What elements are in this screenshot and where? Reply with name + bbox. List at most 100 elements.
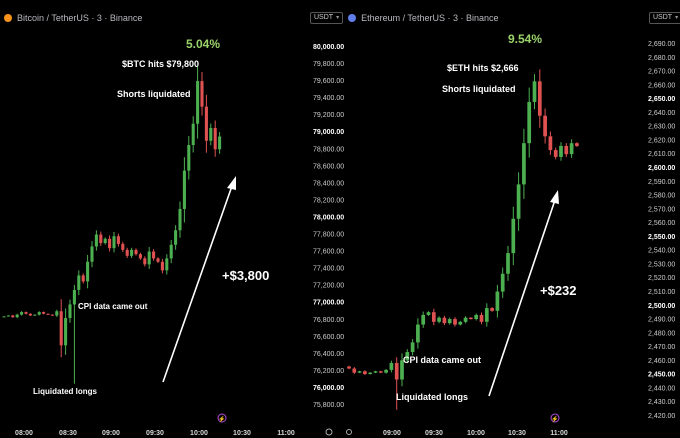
eth-price-label: 2,610.00 bbox=[648, 151, 675, 158]
eth-candle bbox=[527, 101, 532, 144]
currency-selector[interactable]: USDT ▾ bbox=[310, 12, 344, 24]
btc-price-label: 78,000.00 bbox=[313, 214, 344, 221]
eth-candle bbox=[506, 253, 510, 274]
eth-price-label: 2,690.00 bbox=[648, 41, 675, 48]
eth-candle bbox=[357, 371, 362, 373]
eth-peak-annotation: $ETH hits $2,666 bbox=[447, 63, 519, 73]
btc-chart[interactable]: 5.04% $BTC hits $79,800 Shorts liquidated +… bbox=[0, 0, 300, 438]
eth-price-label: 2,650.00 bbox=[648, 96, 675, 103]
btc-price-label: 78,200.00 bbox=[313, 197, 344, 204]
eth-candle bbox=[373, 371, 378, 373]
btc-candle bbox=[68, 304, 72, 319]
eth-candle bbox=[426, 312, 431, 315]
btc-candle bbox=[218, 136, 222, 150]
btc-candle bbox=[20, 312, 24, 315]
btc-candle bbox=[99, 234, 103, 244]
btc-candle bbox=[174, 230, 178, 245]
btc-candle bbox=[125, 249, 129, 256]
eth-price-label: 2,570.00 bbox=[648, 206, 675, 213]
eth-longs-annotation: Liquidated longs bbox=[396, 392, 468, 402]
eth-price-label: 2,560.00 bbox=[648, 220, 675, 227]
btc-price-label: 76,600.00 bbox=[313, 334, 344, 341]
btc-candle bbox=[11, 315, 15, 318]
btc-x-tick: 10:30 bbox=[233, 430, 251, 437]
eth-price-label: 2,540.00 bbox=[648, 248, 675, 255]
eth-chart-panel[interactable]: 80,000.00 79,800.00 79,600.00 79,400.00 79,2… bbox=[306, 0, 680, 438]
eth-candle bbox=[431, 312, 436, 322]
btc-x-tick: 09:00 bbox=[102, 430, 120, 437]
ethereum-icon bbox=[348, 14, 357, 22]
btc-candle bbox=[55, 311, 59, 316]
btc-price-label: 79,000.00 bbox=[313, 129, 344, 136]
lightning-icon bbox=[550, 413, 560, 423]
btc-price-label: 76,000.00 bbox=[313, 385, 344, 392]
btc-candle bbox=[169, 244, 173, 259]
btc-x-tick: 10:00 bbox=[190, 430, 208, 437]
btc-x-tick: 09:30 bbox=[146, 430, 164, 437]
btc-candle bbox=[191, 123, 195, 146]
eth-candle bbox=[410, 342, 415, 353]
btc-candle bbox=[103, 238, 107, 244]
btc-candle bbox=[200, 81, 204, 107]
btc-x-tick: 11:00 bbox=[277, 430, 295, 437]
btc-candle bbox=[152, 251, 156, 259]
btc-candle bbox=[134, 249, 138, 255]
btc-candle bbox=[156, 258, 160, 262]
btc-candle bbox=[2, 316, 6, 318]
eth-candle bbox=[516, 184, 521, 219]
chevron-down-icon: ▾ bbox=[336, 15, 340, 21]
btc-candle bbox=[72, 289, 76, 305]
eth-arrow-head bbox=[550, 190, 559, 204]
btc-candle bbox=[116, 236, 120, 244]
eth-header: USDT ▾ Ethereum / TetherUS · 3 · Binance bbox=[310, 12, 498, 24]
eth-chart[interactable]: 80,000.00 79,800.00 79,600.00 79,400.00 79,2… bbox=[306, 0, 680, 438]
eth-candle bbox=[479, 314, 484, 322]
eth-candle bbox=[437, 317, 441, 322]
btc-x-tick: 08:30 bbox=[59, 430, 77, 437]
eth-candle bbox=[363, 371, 367, 375]
eth-shorts-annotation: Shorts liquidated bbox=[442, 84, 516, 94]
eth-candle bbox=[490, 308, 494, 311]
eth-price-label: 2,660.00 bbox=[648, 82, 675, 89]
eth-candle bbox=[352, 368, 357, 373]
settings-icon bbox=[325, 428, 333, 436]
lightning-icon bbox=[217, 413, 227, 423]
eth-candle bbox=[442, 317, 447, 324]
btc-candle bbox=[59, 311, 63, 346]
btc-candle bbox=[213, 127, 217, 150]
eth-price-label: 2,440.00 bbox=[648, 385, 675, 392]
eth-price-label: 2,450.00 bbox=[648, 372, 675, 379]
eth-price-label: 2,670.00 bbox=[648, 69, 675, 76]
btc-price-label: 79,800.00 bbox=[313, 61, 344, 68]
right-currency-selector[interactable]: USDT ▾ bbox=[649, 12, 680, 24]
eth-candle bbox=[543, 115, 547, 137]
eth-candle bbox=[384, 369, 388, 373]
btc-chart-panel[interactable]: 5.04% $BTC hits $79,800 Shorts liquidated +… bbox=[0, 0, 300, 438]
btc-candle bbox=[33, 314, 37, 316]
btc-candle bbox=[94, 234, 98, 247]
btc-candle bbox=[196, 81, 200, 124]
btc-candle bbox=[37, 312, 41, 315]
btc-price-label: 78,600.00 bbox=[313, 163, 344, 170]
btc-price-label: 80,000.00 bbox=[313, 44, 344, 51]
eth-candle bbox=[378, 371, 383, 373]
eth-price-label: 2,460.00 bbox=[648, 358, 675, 365]
eth-price-label: 2,590.00 bbox=[648, 179, 675, 186]
btc-price-label: 78,400.00 bbox=[313, 180, 344, 187]
eth-candle bbox=[553, 150, 558, 157]
eth-candle bbox=[405, 352, 410, 361]
btc-candle bbox=[6, 315, 10, 317]
eth-price-label: 2,580.00 bbox=[648, 193, 675, 200]
eth-price-label: 2,510.00 bbox=[648, 289, 675, 296]
eth-price-label: 2,520.00 bbox=[648, 275, 675, 282]
btc-peak-annotation: $BTC hits $79,800 bbox=[122, 59, 199, 69]
btc-price-label: 79,200.00 bbox=[313, 112, 344, 119]
btc-header: Bitcoin / TetherUS · 3 · Binance bbox=[4, 12, 142, 24]
btc-shorts-annotation: Shorts liquidated bbox=[117, 89, 191, 99]
eth-x-tick: 10:30 bbox=[508, 430, 526, 437]
eth-price-label: 2,530.00 bbox=[648, 261, 675, 268]
eth-price-label: 2,680.00 bbox=[648, 55, 675, 62]
btc-candle bbox=[130, 249, 134, 256]
btc-price-label: 77,000.00 bbox=[313, 300, 344, 307]
eth-header-title: Ethereum / TetherUS · 3 · Binance bbox=[361, 13, 499, 23]
